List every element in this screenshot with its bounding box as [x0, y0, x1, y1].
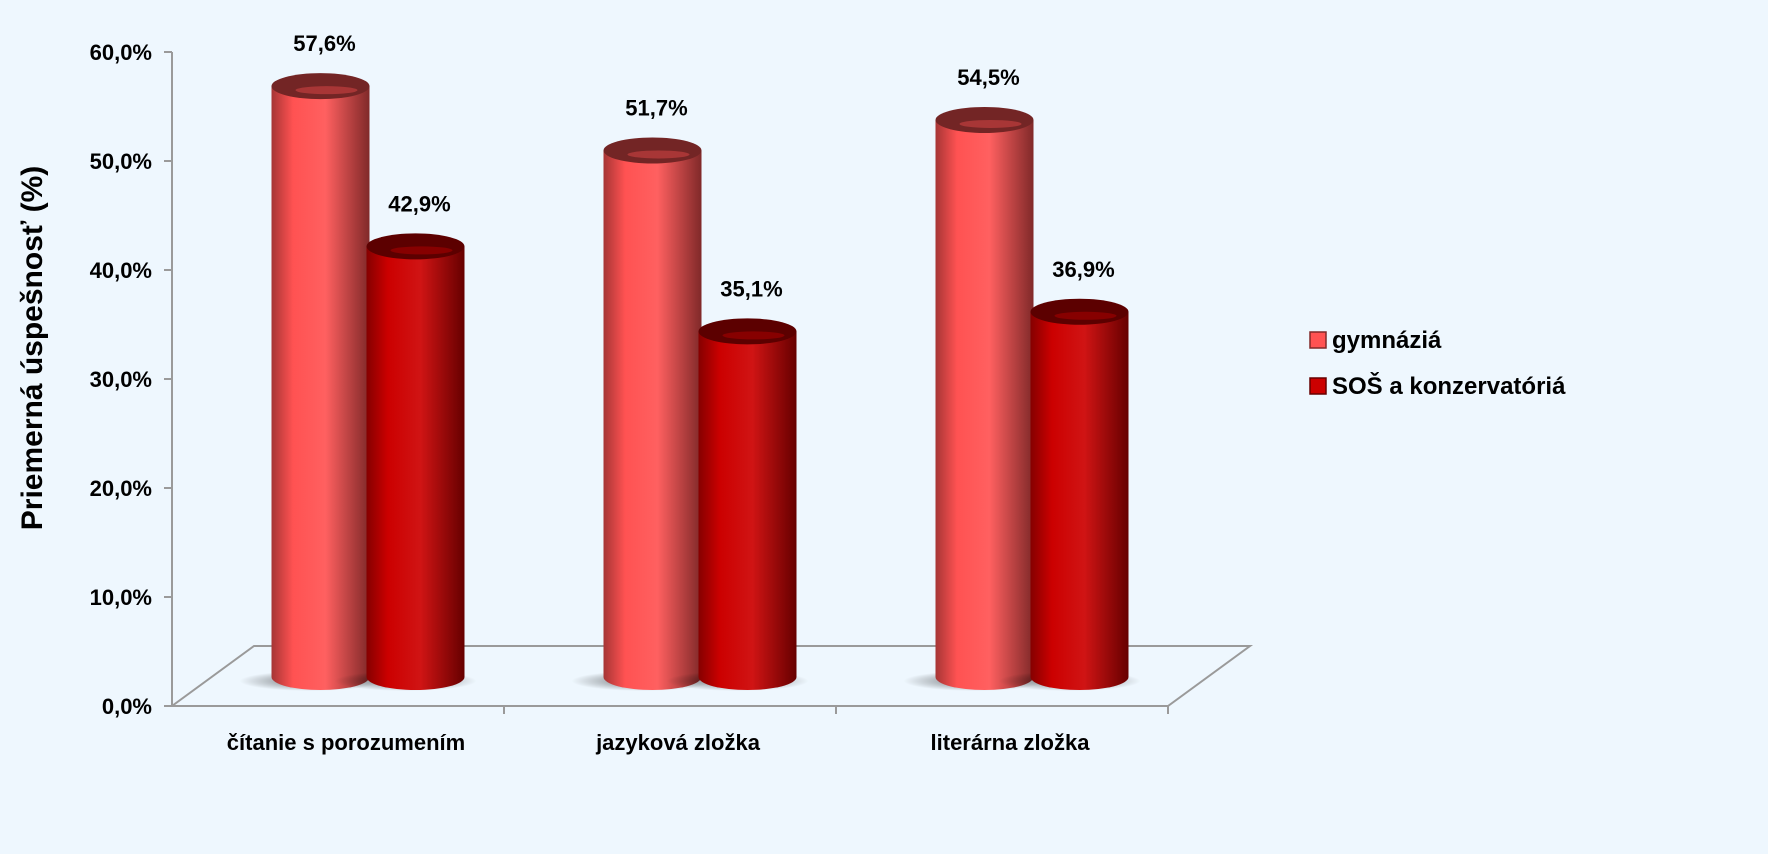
- bar-sos-2: [998, 298, 1141, 691]
- bar-gymnazia-0: [239, 73, 382, 691]
- legend-swatch: [1309, 377, 1327, 395]
- data-label: 42,9%: [388, 191, 450, 216]
- bar-sos-1: [666, 318, 809, 691]
- y-tick-label: 60,0%: [90, 40, 152, 65]
- bar-top: [935, 106, 1034, 133]
- bar-top: [698, 318, 797, 345]
- y-tick-label: 30,0%: [90, 367, 152, 392]
- bar-body: [603, 150, 702, 691]
- y-tick-label: 40,0%: [90, 258, 152, 283]
- bar-top: [603, 137, 702, 164]
- bar-top-highlight: [1054, 311, 1117, 320]
- x-category-label: čítanie s porozumením: [227, 730, 465, 755]
- legend-item-1: SOŠ a konzervatóriá: [1309, 372, 1566, 400]
- bar-body: [366, 246, 465, 690]
- bar-top-highlight: [390, 246, 453, 255]
- y-tick-label: 10,0%: [90, 585, 152, 610]
- legend-label: gymnáziá: [1332, 327, 1442, 354]
- y-tick-label: 0,0%: [102, 694, 152, 719]
- legend-item-0: gymnáziá: [1309, 327, 1442, 354]
- bar-top-highlight: [295, 86, 358, 95]
- y-tick-label: 20,0%: [90, 476, 152, 501]
- bar-gymnazia-1: [571, 137, 714, 691]
- legend-swatch: [1309, 331, 1327, 349]
- data-label: 35,1%: [720, 276, 782, 301]
- y-axis-title: Priemerná úspešnosť (%): [16, 166, 49, 530]
- bar-body: [271, 86, 370, 690]
- bar-top-highlight: [959, 119, 1022, 128]
- bar-top-highlight: [627, 150, 690, 159]
- x-category-label: jazyková zložka: [595, 730, 761, 755]
- y-tick-label: 50,0%: [90, 149, 152, 174]
- bar-body: [698, 331, 797, 690]
- legend-label: SOŠ a konzervatóriá: [1332, 372, 1566, 400]
- bar-body: [1030, 311, 1129, 690]
- bar-top-highlight: [722, 331, 785, 340]
- data-label: 57,6%: [293, 31, 355, 56]
- bar-top: [1030, 298, 1129, 325]
- x-category-label: literárna zložka: [931, 730, 1091, 755]
- bar-top: [366, 233, 465, 260]
- bar-top: [271, 73, 370, 100]
- data-label: 36,9%: [1052, 257, 1114, 282]
- bar-body: [935, 119, 1034, 690]
- data-label: 51,7%: [625, 95, 687, 120]
- data-label: 54,5%: [957, 65, 1019, 90]
- bar-gymnazia-2: [903, 106, 1046, 691]
- bar-sos-0: [334, 233, 477, 691]
